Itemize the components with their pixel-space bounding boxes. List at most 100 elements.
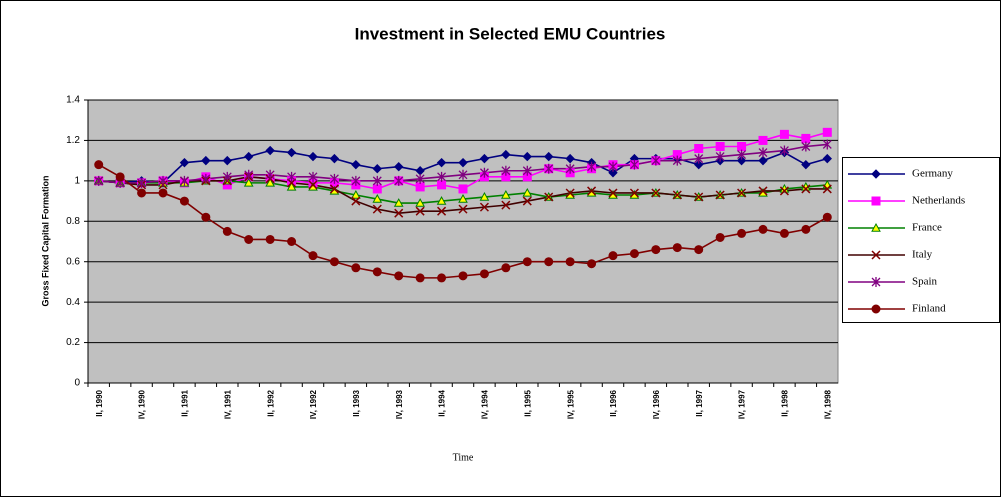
data-point <box>372 175 382 186</box>
data-point <box>415 198 425 207</box>
data-point <box>522 257 532 267</box>
data-point <box>736 155 747 166</box>
y-tick-label: 0.2 <box>66 337 80 348</box>
data-point <box>179 196 189 206</box>
x-tick-label: IV, 1990 <box>138 389 147 419</box>
data-point <box>94 175 104 186</box>
data-point <box>265 169 275 180</box>
legend-marker <box>871 277 881 287</box>
data-point <box>329 184 339 194</box>
data-point <box>651 155 661 166</box>
data-point <box>437 171 447 182</box>
data-point <box>501 263 511 273</box>
data-point <box>801 133 811 143</box>
data-point <box>694 245 704 255</box>
x-tick-label: II, 1997 <box>695 389 704 416</box>
data-point <box>608 188 618 198</box>
data-point <box>158 188 168 198</box>
data-point <box>479 153 490 164</box>
x-axis-label: Time <box>453 452 474 463</box>
data-point <box>351 196 361 206</box>
data-point <box>822 153 832 164</box>
data-point <box>779 186 789 196</box>
data-point <box>265 145 275 156</box>
data-point <box>544 192 554 202</box>
legend-label: Italy <box>912 249 933 261</box>
data-point <box>608 251 618 261</box>
data-point <box>437 180 447 190</box>
data-point <box>372 194 383 203</box>
data-point <box>329 257 339 267</box>
data-point <box>779 129 789 139</box>
data-point <box>222 155 232 166</box>
legend-marker <box>871 222 881 232</box>
data-point <box>758 147 768 158</box>
data-point <box>715 232 725 242</box>
data-point <box>329 173 339 184</box>
data-point <box>222 171 232 182</box>
data-point <box>308 171 318 182</box>
data-point <box>458 204 468 214</box>
data-point <box>801 224 811 234</box>
data-point <box>672 243 682 253</box>
data-point <box>801 184 811 194</box>
x-tick-label: II, 1991 <box>181 389 190 416</box>
legend-label: France <box>912 222 942 234</box>
data-point <box>394 208 404 218</box>
data-point <box>801 159 811 170</box>
y-tick-label: 1.2 <box>66 135 80 146</box>
y-tick-label: 0.6 <box>66 256 80 267</box>
data-point <box>308 180 318 190</box>
y-tick-label: 0 <box>74 378 80 389</box>
data-point <box>544 151 554 162</box>
x-tick-label: II, 1996 <box>609 389 618 416</box>
data-point <box>265 177 275 187</box>
legend-marker <box>871 169 881 179</box>
data-point <box>415 173 425 184</box>
data-point <box>501 149 511 160</box>
legend-label: Netherlands <box>912 195 965 207</box>
data-point <box>394 162 404 172</box>
data-point <box>737 188 747 198</box>
data-point <box>351 159 361 170</box>
data-point <box>544 163 554 174</box>
data-point <box>372 164 382 174</box>
data-point <box>437 206 447 216</box>
data-point <box>544 257 554 267</box>
data-point <box>308 151 318 162</box>
data-point <box>351 189 361 199</box>
data-point <box>458 169 468 180</box>
y-axis-label: Gross Fixed Capital Formation <box>40 175 50 306</box>
data-point <box>394 271 404 281</box>
legend-label: Finland <box>912 303 946 315</box>
data-point <box>737 149 747 160</box>
data-point <box>244 169 254 180</box>
data-point <box>565 153 575 164</box>
data-point <box>479 269 489 279</box>
data-point <box>758 135 768 145</box>
data-point <box>137 177 147 188</box>
data-point <box>201 212 211 222</box>
data-point <box>415 273 425 283</box>
data-point <box>522 187 533 197</box>
data-point <box>244 151 254 162</box>
data-point <box>522 151 532 162</box>
plot-area <box>87 99 839 384</box>
data-point <box>458 271 468 281</box>
x-tick-label: II, 1994 <box>438 389 447 416</box>
data-point <box>436 157 447 168</box>
data-point <box>629 249 639 259</box>
y-tick-label: 1.4 <box>66 95 80 106</box>
data-point <box>436 196 447 205</box>
data-point <box>201 155 211 166</box>
x-tick-label: IV, 1995 <box>566 389 575 419</box>
data-point <box>286 147 297 158</box>
data-point <box>587 259 597 269</box>
data-point <box>822 139 832 150</box>
data-point <box>822 184 832 194</box>
data-point <box>179 157 190 168</box>
data-point <box>694 159 704 170</box>
data-point <box>651 188 661 198</box>
x-tick-label: IV, 1992 <box>309 389 318 419</box>
